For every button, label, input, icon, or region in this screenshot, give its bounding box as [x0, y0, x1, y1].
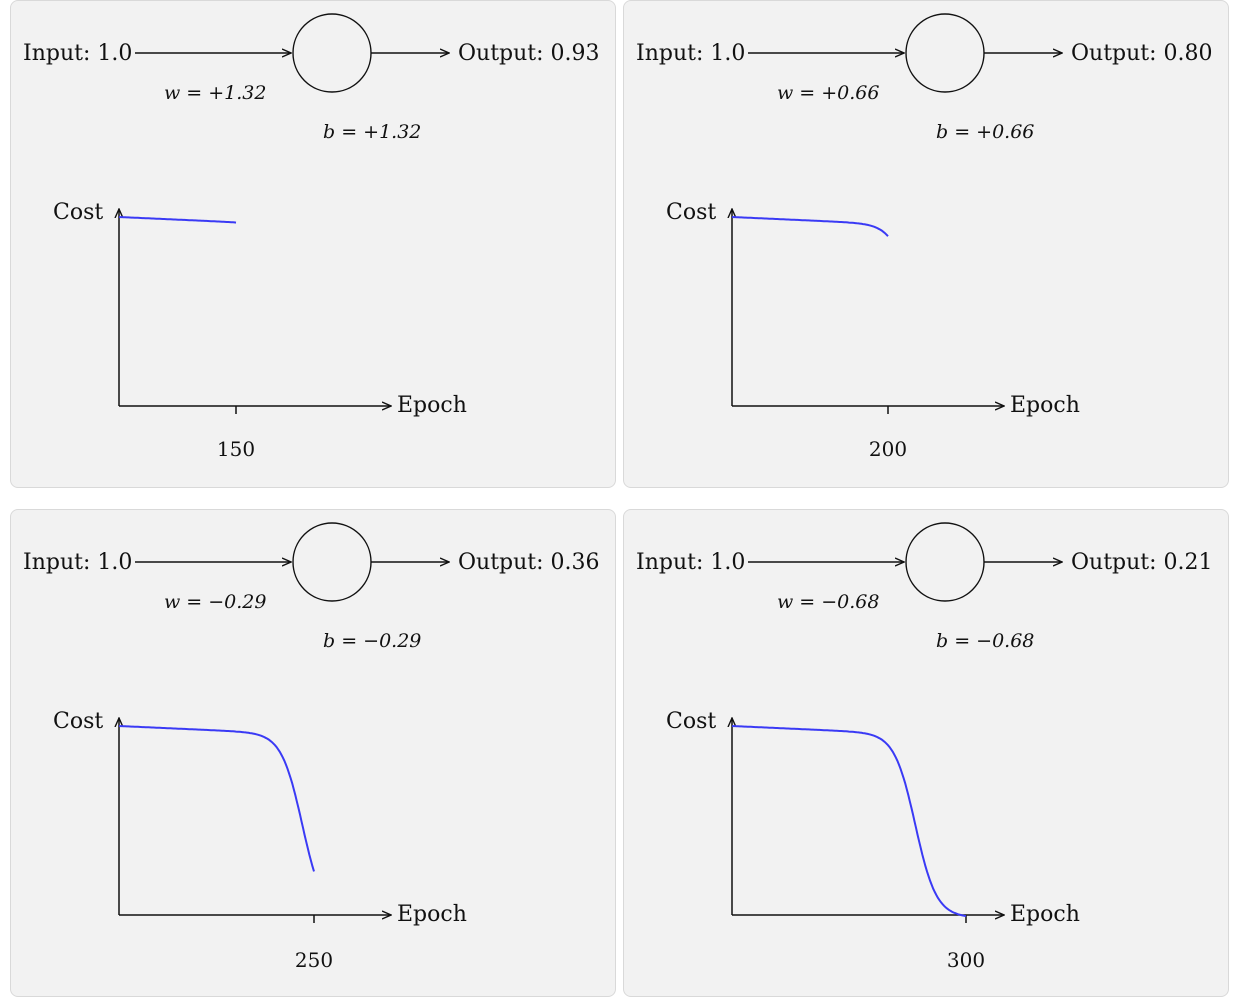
cost-curve — [731, 725, 967, 918]
input-label: Input: 1.0 — [636, 41, 745, 66]
neuron-diagram: Input: 1.0 Output: 0.36 w = −0.29 b = −0… — [23, 522, 600, 972]
neuron-panel: Input: 1.0 Output: 0.36 w = −0.29 b = −0… — [10, 509, 616, 997]
cost-curve — [731, 216, 889, 237]
neuron-panel: Input: 1.0 Output: 0.80 w = +0.66 b = +0… — [623, 0, 1229, 488]
input-label: Input: 1.0 — [23, 550, 132, 575]
weight-label: w = −0.68 — [777, 591, 880, 613]
epoch-tick-label: 200 — [869, 437, 907, 461]
output-label: Output: 0.80 — [1071, 41, 1213, 66]
output-label: Output: 0.36 — [458, 550, 600, 575]
neuron-panel: Input: 1.0 Output: 0.21 w = −0.68 b = −0… — [623, 509, 1229, 997]
cost-axis-label: Cost — [666, 709, 716, 734]
input-label: Input: 1.0 — [23, 41, 132, 66]
neuron-diagram: Input: 1.0 Output: 0.21 w = −0.68 b = −0… — [636, 522, 1213, 972]
epoch-axis-label: Epoch — [1010, 902, 1080, 927]
cost-axis-label: Cost — [53, 200, 103, 225]
weight-label: w = −0.29 — [164, 591, 267, 613]
neuron-node — [905, 13, 985, 93]
output-label: Output: 0.21 — [1071, 550, 1213, 575]
bias-label: b = −0.29 — [323, 630, 421, 652]
bias-label: b = +1.32 — [323, 121, 421, 143]
neuron-diagram: Input: 1.0 Output: 0.93 w = +1.32 b = +1… — [23, 13, 600, 461]
neuron-diagram: Input: 1.0 Output: 0.80 w = +0.66 b = +0… — [636, 13, 1213, 461]
epoch-tick-label: 250 — [295, 948, 333, 972]
epoch-tick-label: 150 — [217, 437, 255, 461]
bias-label: b = +0.66 — [936, 121, 1034, 143]
epoch-tick-label: 300 — [947, 948, 985, 972]
neuron-panel: Input: 1.0 Output: 0.93 w = +1.32 b = +1… — [10, 0, 616, 488]
output-label: Output: 0.93 — [458, 41, 600, 66]
cost-axis-label: Cost — [666, 200, 716, 225]
weight-label: w = +1.32 — [164, 82, 267, 104]
weight-label: w = +0.66 — [777, 82, 880, 104]
cost-curve — [118, 725, 315, 872]
cost-curve — [118, 216, 237, 224]
neuron-node — [292, 522, 372, 602]
bias-label: b = −0.68 — [936, 630, 1034, 652]
epoch-axis-label: Epoch — [397, 902, 467, 927]
epoch-axis-label: Epoch — [397, 393, 467, 418]
neuron-node — [292, 13, 372, 93]
cost-axis-label: Cost — [53, 709, 103, 734]
epoch-axis-label: Epoch — [1010, 393, 1080, 418]
neuron-node — [905, 522, 985, 602]
input-label: Input: 1.0 — [636, 550, 745, 575]
